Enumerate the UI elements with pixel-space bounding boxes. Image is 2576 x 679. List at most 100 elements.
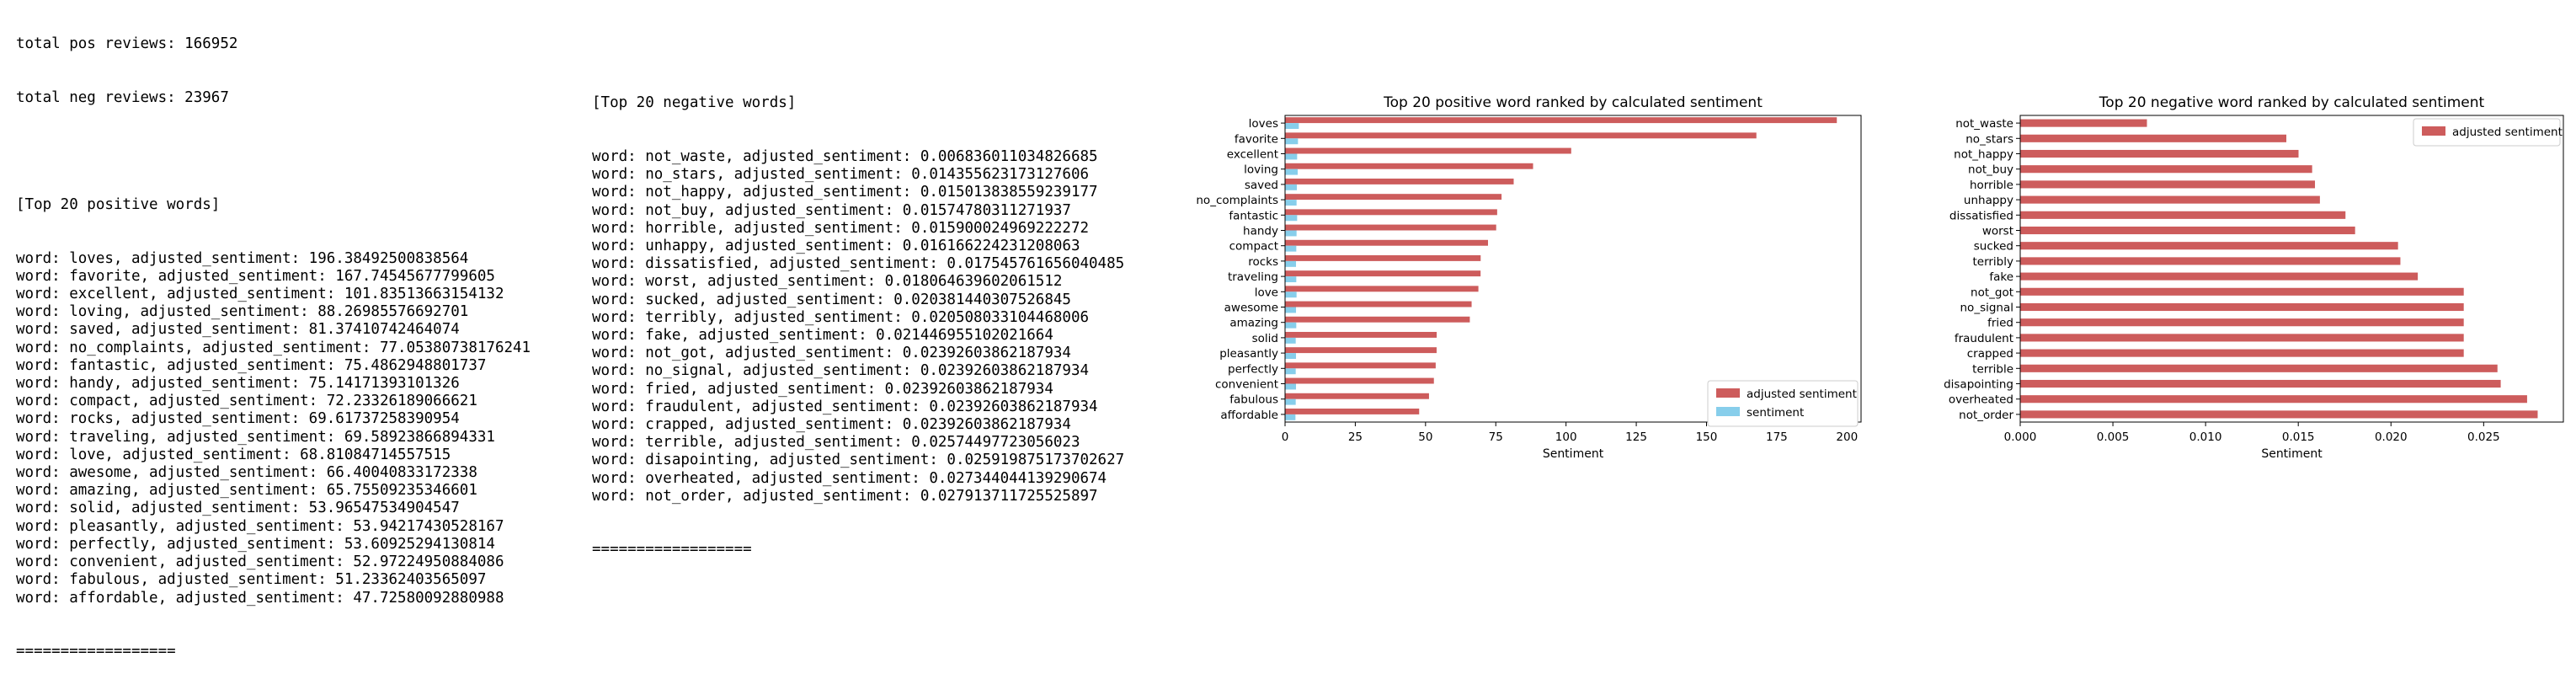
bar-adjusted-sentiment [1285, 270, 1481, 277]
bar-adjusted-sentiment [1285, 316, 1470, 323]
bar-sentiment [1285, 245, 1297, 252]
neg-line: word: unhappy, adjusted_sentiment: 0.016… [592, 238, 1080, 255]
bar-sentiment [1285, 414, 1296, 420]
bar-adjusted-sentiment [1285, 239, 1489, 246]
bar-adjusted-sentiment [1285, 393, 1429, 399]
bar-adjusted-sentiment [2020, 272, 2419, 281]
pos-line: word: traveling, adjusted_sentiment: 69.… [16, 428, 495, 446]
neg-line: word: fraudulent, adjusted_sentiment: 0.… [592, 398, 1098, 415]
x-axis-label: Sentiment [2261, 447, 2323, 461]
bar-adjusted-sentiment [2020, 195, 2320, 204]
y-tick-label: unhappy [1964, 194, 2013, 207]
bar-sentiment [1285, 184, 1298, 190]
bar-adjusted-sentiment [2020, 287, 2464, 296]
bar-adjusted-sentiment [2020, 364, 2498, 372]
y-tick-label: terrible [1972, 362, 2013, 376]
neg-line: word: fried, adjusted_sentiment: 0.02392… [592, 380, 1053, 398]
x-tick-label: 100 [1555, 430, 1577, 444]
neg-line: word: no_stars, adjusted_sentiment: 0.01… [592, 166, 1090, 184]
bar-adjusted-sentiment [2020, 395, 2527, 404]
y-tick-label: handy [1243, 225, 1278, 238]
legend-box [2413, 118, 2561, 147]
neg-line: word: disapointing, adjusted_sentiment: … [592, 452, 1125, 469]
y-tick-label: loving [1244, 163, 1278, 177]
x-tick-label: 75 [1489, 430, 1503, 444]
bar-adjusted-sentiment [2020, 302, 2464, 312]
y-tick-label: amazing [1229, 317, 1278, 330]
bar-adjusted-sentiment [1285, 362, 1436, 369]
bar-adjusted-sentiment [1285, 254, 1481, 261]
pos-line: word: affordable, adjusted_sentiment: 47… [16, 589, 504, 607]
bar-adjusted-sentiment [2020, 211, 2346, 219]
negative-output-text: [Top 20 negative words] word: not_waste,… [592, 59, 1124, 577]
pos-line: word: excellent, adjusted_sentiment: 101… [16, 286, 504, 303]
neg-header: [Top 20 negative words] [592, 94, 797, 112]
y-tick-label: love [1255, 286, 1278, 299]
y-tick-label: dissatisfied [1949, 209, 2013, 222]
bar-sentiment [1285, 368, 1296, 375]
y-tick-label: not_happy [1954, 148, 2013, 162]
x-tick-label: 25 [1348, 430, 1363, 444]
negative-sentiment-chart: Top 20 negative word ranked by calculate… [1944, 94, 2564, 461]
neg-line: word: crapped, adjusted_sentiment: 0.023… [592, 416, 1071, 434]
bar-adjusted-sentiment [1285, 347, 1437, 354]
bar-adjusted-sentiment [2020, 226, 2355, 235]
y-tick-label: perfectly [1228, 362, 1278, 376]
plot-frame [1284, 115, 1862, 423]
y-tick-label: traveling [1228, 270, 1278, 284]
bar-adjusted-sentiment [1285, 301, 1472, 307]
y-tick-label: overheated [1949, 393, 2013, 407]
bar-adjusted-sentiment [1285, 163, 1533, 169]
y-tick-label: fantastic [1229, 209, 1278, 222]
chart-title: Top 20 negative word ranked by calculate… [2099, 94, 2485, 111]
neg-line: word: horrible, adjusted_sentiment: 0.01… [592, 219, 1090, 237]
x-tick-label: 200 [1836, 430, 1858, 444]
bar-adjusted-sentiment [1285, 194, 1502, 200]
pos-line: word: perfectly, adjusted_sentiment: 53.… [16, 535, 495, 553]
bar-adjusted-sentiment [2020, 242, 2398, 250]
pos-line: word: loving, adjusted_sentiment: 88.269… [16, 303, 469, 321]
x-tick-label: 0.010 [2189, 430, 2222, 444]
y-tick-label: fried [1987, 317, 2013, 330]
bar-sentiment [1285, 398, 1296, 405]
x-axis-label: Sentiment [1543, 447, 1604, 461]
bar-sentiment [1285, 153, 1298, 160]
bar-adjusted-sentiment [2020, 334, 2464, 342]
y-tick-label: not_order [1959, 409, 2013, 422]
bar-adjusted-sentiment [2020, 379, 2501, 388]
pos-header: [Top 20 positive words] [16, 196, 221, 214]
y-tick-label: sucked [1974, 240, 2013, 254]
bar-adjusted-sentiment [1285, 224, 1496, 231]
x-tick-label: 175 [1766, 430, 1788, 444]
pos-line: word: convenient, adjusted_sentiment: 52… [16, 553, 504, 571]
blank-line [16, 143, 531, 161]
bar-adjusted-sentiment [2020, 410, 2538, 419]
y-tick-label: convenient [1215, 378, 1278, 392]
x-tick-label: 125 [1625, 430, 1647, 444]
x-tick-label: 0.005 [2097, 430, 2130, 444]
y-tick-label: not_waste [1955, 117, 2013, 131]
legend: adjusted sentiment sentiment [1707, 380, 1859, 427]
y-tick-label: worst [1982, 225, 2013, 238]
legend-label: sentiment [1747, 406, 1804, 420]
neg-line: word: sucked, adjusted_sentiment: 0.0203… [592, 291, 1071, 308]
y-tick-label: terribly [1972, 255, 2013, 269]
neg-line: word: not_waste, adjusted_sentiment: 0.0… [592, 148, 1098, 166]
bar-sentiment [1285, 353, 1297, 360]
bar-adjusted-sentiment [1285, 117, 1837, 124]
neg-footer: ================== [592, 541, 752, 559]
bar-adjusted-sentiment [1285, 132, 1757, 139]
neg-line: word: not_order, adjusted_sentiment: 0.0… [592, 487, 1098, 505]
pos-word-list: word: loves, adjusted_sentiment: 196.384… [16, 250, 531, 607]
bar-adjusted-sentiment [1285, 209, 1497, 216]
neg-line: word: terribly, adjusted_sentiment: 0.02… [592, 308, 1090, 326]
neg-line: word: overheated, adjusted_sentiment: 0.… [592, 469, 1107, 487]
y-tick-label: affordable [1220, 409, 1278, 422]
x-tick-label: 150 [1696, 430, 1718, 444]
bar-sentiment [1285, 123, 1299, 130]
plot-frame [2019, 115, 2564, 423]
neg-line: word: no_signal, adjusted_sentiment: 0.0… [592, 362, 1090, 380]
bar-sentiment [1285, 383, 1297, 390]
y-tick-label: rocks [1248, 255, 1278, 269]
pos-line: word: rocks, adjusted_sentiment: 69.6173… [16, 410, 460, 428]
